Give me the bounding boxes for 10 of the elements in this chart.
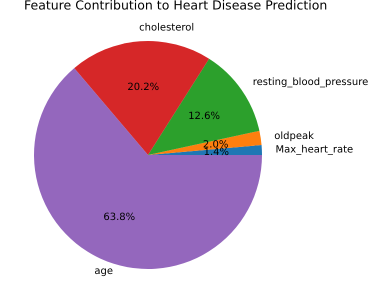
data-label: 20.2% — [127, 82, 160, 93]
slice-label: resting_blood_pressure — [252, 76, 368, 88]
data-label: 63.8% — [103, 212, 136, 224]
slice-label: Max_heart_rate — [276, 144, 354, 156]
slice-label: cholesterol — [139, 22, 194, 34]
pie-slice — [148, 130, 262, 155]
chart-title: Feature Contribution to Heart Disease Prediction — [24, 0, 328, 12]
slice-label: age — [94, 266, 114, 277]
slice-label: oldpeak — [274, 130, 314, 142]
data-label: 12.6% — [188, 110, 220, 122]
